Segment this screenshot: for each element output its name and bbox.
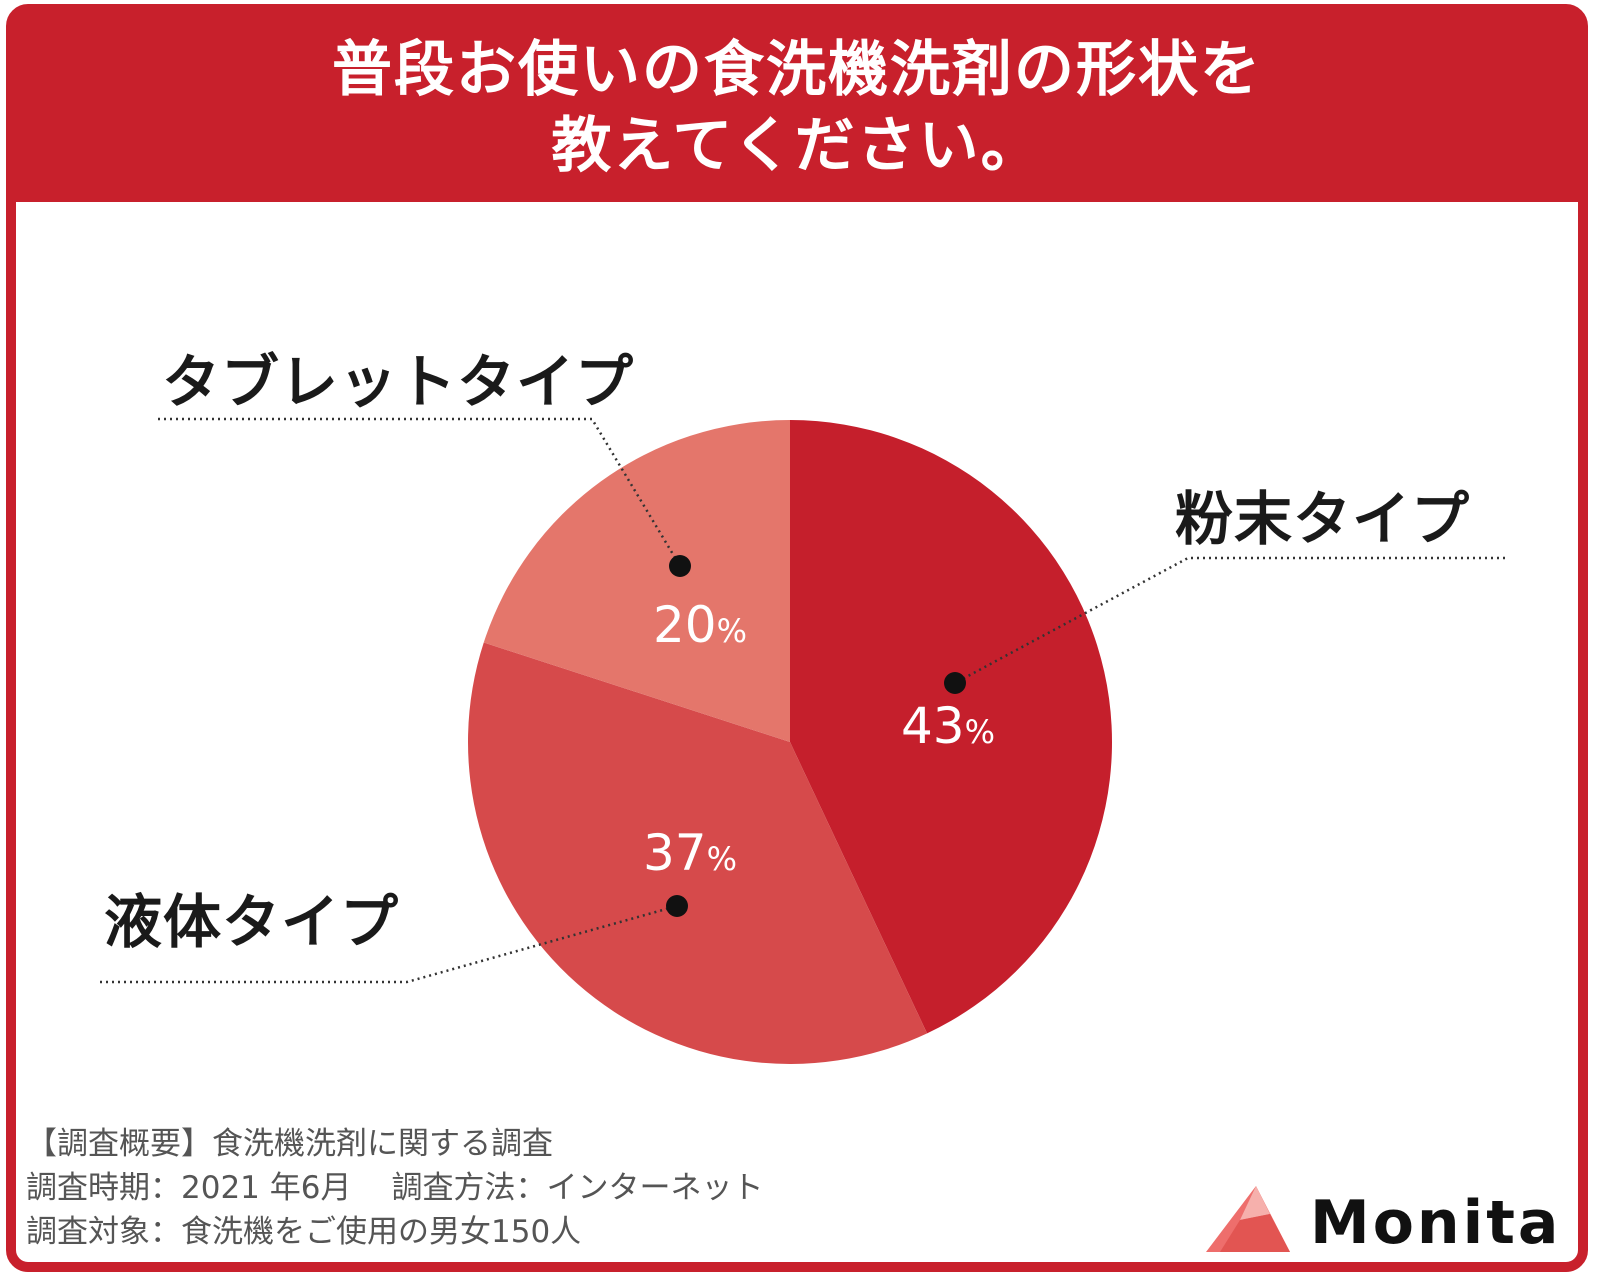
data-label-powder-value: 43 — [900, 697, 965, 755]
survey-method: 調査方法：インターネット — [391, 1170, 764, 1206]
pie-slice-liquid — [467, 642, 928, 1065]
pie-slices — [467, 420, 1112, 1065]
survey-line-2: 調査時期：2021 年6月 調査方法：インターネット — [26, 1166, 763, 1210]
leader-tablet-line — [158, 417, 682, 567]
data-label-tablet-unit: % — [716, 612, 748, 650]
leader-powder-dot — [944, 672, 966, 694]
survey-summary: 【調査概要】食洗機洗剤に関する調査 調査時期：2021 年6月 調査方法：インター… — [26, 1122, 763, 1254]
monita-triangle-logo-icon — [1206, 1186, 1290, 1252]
monita-logo-text: Monita — [1310, 1188, 1562, 1258]
chart-title-line-2: 教えてください。 — [551, 111, 1043, 181]
title-banner: 普段お使いの食洗機洗剤の形状を 教えてください。 — [16, 14, 1578, 202]
category-label-tablet: タブレットタイプ — [162, 348, 635, 416]
chart-title-line-1: 普段お使いの食洗機洗剤の形状を — [332, 35, 1262, 105]
leader-liquid-dot — [666, 895, 688, 917]
leader-lines — [100, 417, 1505, 984]
pie-slice-powder — [790, 420, 1112, 1034]
data-label-liquid: 37% — [643, 824, 737, 882]
survey-period: 調査時期：2021 年6月 — [26, 1170, 352, 1206]
data-label-powder-unit: % — [964, 713, 996, 751]
leader-tablet-dot — [669, 555, 691, 577]
data-label-tablet: 20% — [653, 596, 747, 654]
survey-line-1: 【調査概要】食洗機洗剤に関する調査 — [26, 1126, 553, 1162]
data-label-liquid-unit: % — [706, 840, 738, 878]
survey-line-3: 調査対象：食洗機をご使用の男女150人 — [26, 1214, 582, 1250]
data-label-powder: 43% — [901, 697, 995, 755]
monita-logo: Monita — [1200, 1180, 1580, 1270]
category-label-powder: 粉末タイプ — [1175, 485, 1471, 553]
data-label-liquid-value: 37 — [642, 824, 707, 882]
category-label-liquid: 液体タイプ — [104, 888, 400, 956]
leader-powder-line — [954, 556, 1505, 685]
pie-slice-tablet — [483, 420, 790, 742]
leader-liquid-line — [100, 904, 678, 984]
data-label-tablet-value: 20 — [652, 596, 717, 654]
